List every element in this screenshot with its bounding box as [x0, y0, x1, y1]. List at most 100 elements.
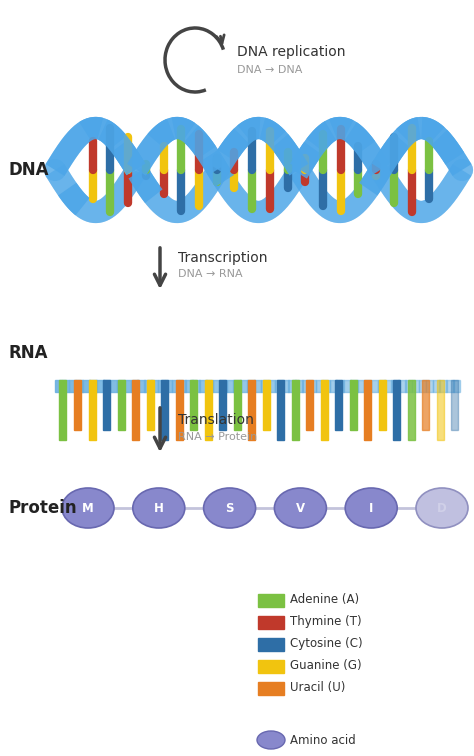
Ellipse shape — [133, 488, 185, 528]
Text: Transcription: Transcription — [178, 251, 267, 265]
Bar — [234, 380, 241, 392]
Text: DNA replication: DNA replication — [237, 45, 346, 59]
Text: DNA → RNA: DNA → RNA — [178, 269, 243, 279]
Ellipse shape — [274, 488, 327, 528]
Bar — [199, 380, 207, 392]
Text: I: I — [369, 501, 374, 515]
Bar — [422, 380, 429, 430]
Bar — [439, 380, 447, 392]
Bar — [282, 380, 289, 392]
Bar — [323, 380, 330, 392]
Bar — [132, 380, 139, 440]
Bar — [335, 380, 342, 430]
Bar — [130, 380, 138, 392]
Bar — [137, 380, 145, 392]
Bar — [274, 380, 282, 392]
Bar — [240, 380, 248, 392]
Text: Amino acid: Amino acid — [290, 733, 356, 746]
Text: Thymine (T): Thymine (T) — [290, 615, 362, 628]
Bar — [103, 380, 110, 430]
Bar — [89, 380, 96, 440]
Bar — [158, 380, 165, 392]
Bar — [258, 616, 284, 629]
Bar — [316, 380, 323, 392]
Bar — [161, 380, 168, 440]
Text: RNA → Protein: RNA → Protein — [178, 432, 257, 442]
Bar — [227, 380, 234, 392]
Bar — [263, 380, 270, 430]
Bar — [74, 380, 81, 430]
Bar — [110, 380, 117, 392]
Text: H: H — [154, 501, 164, 515]
Bar — [219, 380, 226, 430]
Bar — [365, 380, 372, 440]
Bar — [393, 380, 401, 440]
Text: DNA → DNA: DNA → DNA — [237, 65, 302, 75]
Bar — [378, 380, 385, 392]
Bar — [103, 380, 110, 392]
Bar — [452, 380, 458, 430]
Bar — [412, 380, 419, 392]
Bar — [185, 380, 193, 392]
Bar — [447, 380, 454, 392]
Bar — [213, 380, 220, 392]
Text: S: S — [225, 501, 234, 515]
Bar — [89, 380, 97, 392]
Bar — [165, 380, 172, 392]
Bar — [343, 380, 351, 392]
Bar — [69, 380, 76, 392]
Bar — [258, 594, 284, 607]
Bar — [419, 380, 426, 392]
Bar — [261, 380, 268, 392]
Bar — [248, 380, 255, 440]
Bar — [392, 380, 399, 392]
Bar — [179, 380, 186, 392]
Bar — [384, 380, 392, 392]
Text: Cytosine (C): Cytosine (C) — [290, 637, 363, 650]
Bar — [82, 380, 90, 392]
Text: M: M — [82, 501, 94, 515]
Bar — [295, 380, 302, 392]
Bar — [146, 380, 154, 430]
Bar — [408, 380, 415, 440]
Text: Translation: Translation — [178, 413, 254, 427]
Bar — [350, 380, 357, 430]
Bar — [258, 682, 284, 695]
Text: Adenine (A): Adenine (A) — [290, 593, 359, 606]
Bar — [268, 380, 275, 392]
Text: DNA: DNA — [8, 161, 48, 179]
Text: Uracil (U): Uracil (U) — [290, 681, 346, 695]
Bar — [288, 380, 296, 392]
Text: Protein: Protein — [8, 499, 77, 517]
Text: V: V — [296, 501, 305, 515]
Bar — [329, 380, 337, 392]
Bar — [437, 380, 444, 440]
Bar — [426, 380, 433, 392]
Bar — [190, 380, 197, 430]
Bar — [309, 380, 316, 392]
Bar — [206, 380, 213, 392]
Text: Guanine (G): Guanine (G) — [290, 659, 362, 673]
Bar — [337, 380, 344, 392]
Bar — [379, 380, 386, 430]
Bar — [433, 380, 440, 392]
Bar — [258, 660, 284, 673]
Bar — [75, 380, 83, 392]
Bar — [118, 380, 125, 430]
Bar — [176, 380, 182, 440]
Bar — [453, 380, 461, 392]
Bar — [172, 380, 179, 392]
Bar — [144, 380, 152, 392]
Bar — [124, 380, 131, 392]
Bar — [220, 380, 227, 392]
Bar — [398, 380, 406, 392]
Bar — [117, 380, 124, 392]
Ellipse shape — [345, 488, 397, 528]
Bar — [258, 638, 284, 651]
Bar — [254, 380, 262, 392]
Bar — [405, 380, 412, 392]
Bar — [247, 380, 255, 392]
Bar — [350, 380, 357, 392]
Bar — [371, 380, 378, 392]
Bar — [292, 380, 299, 440]
